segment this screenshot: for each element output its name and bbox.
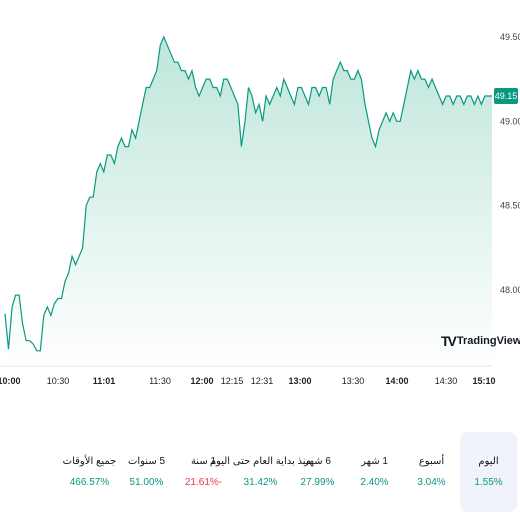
period-5[interactable]: 1 سنة 21.61%-	[175, 432, 232, 512]
x-axis-ticks: 10:00 10:30 11:01 11:30 12:00 12:15 12:31 13:00…	[0, 376, 496, 386]
period-change-value: 21.61%-	[184, 477, 223, 488]
x-tick-label: 11:01	[93, 376, 116, 386]
period-label: جميع الأوقات	[62, 456, 117, 467]
period-change-value: 2.40%	[360, 477, 389, 488]
performance-periods: اليوم 1.55% أسبوع 3.04% 1 شهر 2.40% 6 شهر 27.99…	[0, 432, 520, 512]
y-tick-label: 49.50	[500, 32, 520, 42]
period-change-value: 1.55%	[474, 477, 503, 488]
x-tick-label: 10:00	[0, 376, 21, 386]
period-change-value: 31.42%	[243, 477, 278, 488]
x-tick-label: 15:10	[472, 376, 495, 386]
x-tick-label: 12:31	[251, 376, 274, 386]
period-6[interactable]: 5 سنوات 51.00%	[118, 432, 175, 512]
price-line	[4, 35, 492, 352]
period-2[interactable]: 1 شهر 2.40%	[346, 432, 403, 512]
x-tick-label: 11:30	[149, 376, 171, 386]
period-change-value: 3.04%	[417, 477, 446, 488]
price-chart[interactable]: 10:00 10:30 11:01 11:30 12:00 12:15 12:31 13:00…	[0, 0, 520, 400]
period-7[interactable]: جميع الأوقات 466.57%	[61, 432, 118, 512]
tradingview-logo-icon: TV	[441, 333, 457, 349]
period-label: 1 سنة	[190, 456, 217, 467]
price-area-fill	[5, 36, 492, 367]
period-4[interactable]: منذ بداية العام حتى اليوم 31.42%	[210, 432, 311, 512]
x-tick-label: 10:30	[47, 376, 70, 386]
period-change-value: 51.00%	[129, 477, 164, 488]
y-tick-label: 48.50	[500, 201, 520, 211]
period-label: 6 شهر	[304, 456, 331, 467]
x-tick-label: 14:30	[435, 376, 458, 386]
y-axis-ticks: 49.50 49.00 48.50 48.00	[500, 32, 520, 295]
period-change-value: 466.57%	[69, 477, 110, 488]
x-tick-label: 13:30	[342, 376, 365, 386]
period-label: 5 سنوات	[127, 456, 166, 467]
last-price-label: 49.15	[495, 91, 518, 101]
period-1[interactable]: أسبوع 3.04%	[403, 432, 460, 512]
last-price-badge: 49.15	[494, 87, 518, 104]
period-0[interactable]: اليوم 1.55%	[460, 432, 517, 512]
period-label: 1 شهر	[361, 456, 388, 467]
x-tick-label: 14:00	[385, 376, 408, 386]
y-tick-label: 48.00	[500, 285, 520, 295]
x-tick-label: 12:00	[190, 376, 213, 386]
tradingview-logo-text: TradingView	[456, 335, 520, 347]
period-label: اليوم	[478, 456, 499, 467]
x-tick-label: 12:15	[221, 376, 244, 386]
period-label: أسبوع	[418, 456, 445, 467]
period-3[interactable]: 6 شهر 27.99%	[289, 432, 346, 512]
x-tick-label: 13:00	[288, 376, 311, 386]
y-tick-label: 49.00	[500, 116, 520, 126]
tradingview-logo: TV TradingView	[441, 333, 520, 349]
last-price-badge-background	[494, 87, 518, 104]
period-label: منذ بداية العام حتى اليوم	[209, 456, 312, 467]
period-change-value: 27.99%	[300, 477, 335, 488]
